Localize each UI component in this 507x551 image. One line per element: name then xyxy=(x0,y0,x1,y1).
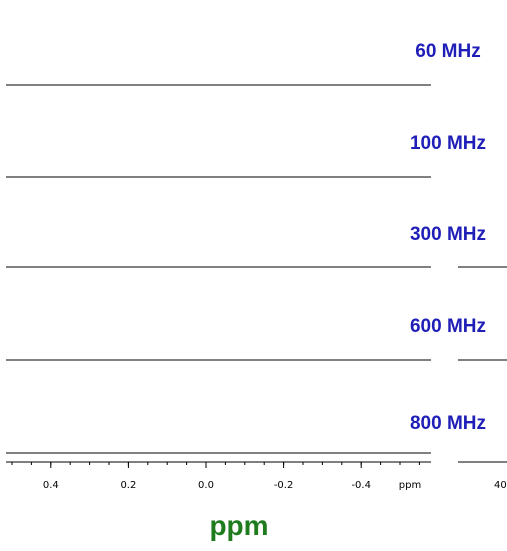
field-label-2: 300 MHz xyxy=(410,224,486,245)
x-axis-tick-label: 0.0 xyxy=(198,480,214,491)
field-label-3: 600 MHz xyxy=(410,316,486,337)
x-axis-tick-label: 0.2 xyxy=(120,480,136,491)
x-axis-tick-label: 0.4 xyxy=(43,480,59,491)
field-label-1: 100 MHz xyxy=(410,133,486,154)
field-label-4: 800 MHz xyxy=(410,413,486,434)
x-axis-cropped-tick-label: 40 xyxy=(494,480,507,491)
x-axis-tick-label: -0.2 xyxy=(274,480,294,491)
field-label-0: 60 MHz xyxy=(415,41,480,62)
spectrum-traces xyxy=(6,84,507,454)
x-axis-tick-label: -0.4 xyxy=(351,480,371,491)
x-axis-ticks: 0.60.40.20.0-0.2-0.4 xyxy=(11,462,420,491)
x-axis-title: ppm xyxy=(209,510,268,541)
x-axis-unit-label: ppm xyxy=(399,480,421,491)
x-axis: 0.60.40.20.0-0.2-0.4 ppm 40 xyxy=(6,461,507,491)
field-strength-labels: 60 MHz 100 MHz 300 MHz 600 MHz 800 MHz xyxy=(410,41,486,434)
